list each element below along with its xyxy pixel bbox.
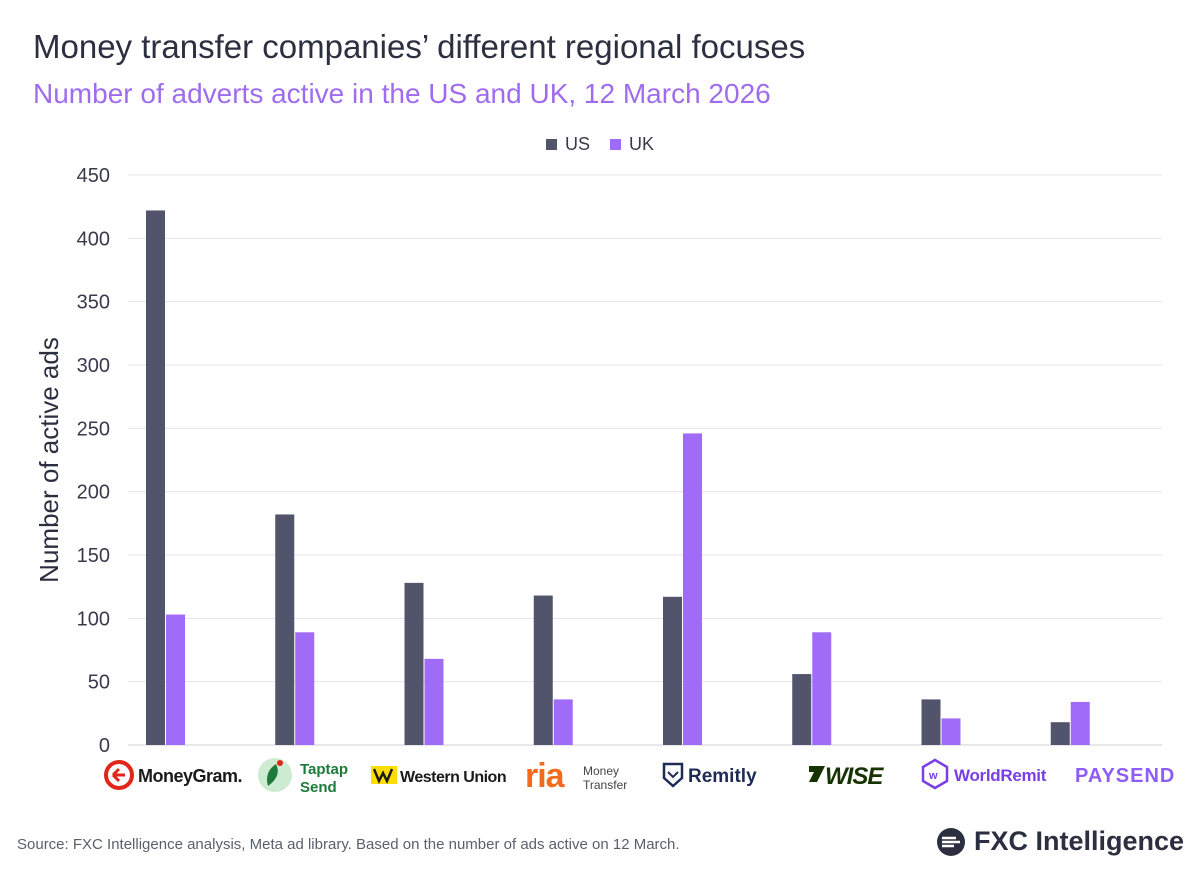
bar-us-2 bbox=[404, 582, 424, 745]
worldremit-logo-text: WorldRemit bbox=[954, 766, 1047, 785]
y-tick-label: 150 bbox=[77, 545, 110, 567]
taptap-logo-line1: Taptap bbox=[300, 761, 348, 778]
legend-label-us: US bbox=[564, 134, 590, 154]
taptap-send-logo: Taptap Send bbox=[258, 758, 348, 796]
bar-uk-7 bbox=[1070, 701, 1090, 745]
chart-subtitle: Number of adverts active in the US and U… bbox=[33, 78, 771, 109]
y-axis-ticks: 0 50 100 150 200 250 300 350 400 450 bbox=[77, 165, 110, 757]
bars bbox=[146, 210, 1090, 745]
y-tick-label: 450 bbox=[77, 165, 110, 187]
ria-logo-mark: ria bbox=[525, 757, 566, 795]
moneygram-logo-text: MoneyGram. bbox=[138, 766, 242, 786]
bar-us-4 bbox=[663, 596, 682, 745]
legend-label-uk: UK bbox=[629, 134, 655, 154]
worldremit-logo-mark: w bbox=[928, 770, 938, 782]
remitly-logo: Remitly bbox=[662, 762, 757, 788]
bar-us-7 bbox=[1050, 722, 1070, 745]
y-axis-label: Number of active ads bbox=[34, 337, 64, 583]
fxc-brand: FXC Intelligence bbox=[936, 826, 1184, 857]
y-tick-label: 200 bbox=[77, 482, 110, 504]
legend-swatch-us bbox=[545, 139, 557, 150]
wise-logo-text: WISE bbox=[825, 763, 884, 790]
x-axis-logos: MoneyGram. Taptap Send Western Union ria… bbox=[104, 757, 1175, 796]
ria-logo-line2: Transfer bbox=[583, 778, 627, 792]
source-note: Source: FXC Intelligence analysis, Meta … bbox=[17, 836, 680, 853]
y-tick-label: 300 bbox=[77, 355, 110, 377]
y-tick-label: 250 bbox=[77, 418, 110, 440]
ria-logo: ria Money Transfer bbox=[525, 757, 627, 795]
bar-us-5 bbox=[792, 674, 812, 745]
western-union-logo-text: Western Union bbox=[400, 769, 506, 786]
bar-uk-6 bbox=[941, 718, 961, 745]
brand-name: FXC Intelligence bbox=[973, 826, 1184, 856]
bar-us-0 bbox=[146, 210, 165, 745]
bar-uk-2 bbox=[424, 658, 444, 745]
bar-us-1 bbox=[275, 514, 295, 745]
y-tick-label: 0 bbox=[99, 735, 110, 757]
chart-legend: US UK bbox=[0, 134, 1200, 155]
remitly-logo-text: Remitly bbox=[688, 766, 757, 787]
bar-uk-0 bbox=[166, 614, 185, 745]
bar-uk-4 bbox=[683, 433, 702, 745]
fxc-logo-icon bbox=[936, 827, 965, 856]
bar-uk-5 bbox=[812, 632, 832, 745]
y-tick-label: 50 bbox=[88, 672, 110, 694]
paysend-logo: PAYSEND bbox=[1075, 765, 1175, 787]
bar-us-6 bbox=[921, 699, 941, 745]
legend-item-us: US bbox=[545, 134, 590, 155]
paysend-logo-text: PAYSEND bbox=[1075, 765, 1175, 787]
y-tick-label: 100 bbox=[77, 608, 110, 630]
wise-logo: WISE bbox=[809, 763, 885, 790]
chart-title: Money transfer companies’ different regi… bbox=[33, 28, 806, 65]
worldremit-logo: w WorldRemit bbox=[921, 758, 1047, 790]
bar-uk-3 bbox=[553, 699, 573, 745]
taptap-logo-line2: Send bbox=[300, 779, 337, 796]
legend-item-uk: UK bbox=[610, 134, 654, 155]
legend-swatch-uk bbox=[610, 139, 621, 150]
y-tick-label: 400 bbox=[77, 228, 110, 250]
bar-uk-1 bbox=[295, 632, 315, 745]
western-union-logo: Western Union bbox=[371, 766, 507, 786]
moneygram-logo: MoneyGram. bbox=[104, 760, 243, 790]
ria-logo-line1: Money bbox=[583, 764, 619, 778]
y-tick-label: 350 bbox=[77, 292, 110, 314]
bar-us-3 bbox=[533, 595, 553, 745]
